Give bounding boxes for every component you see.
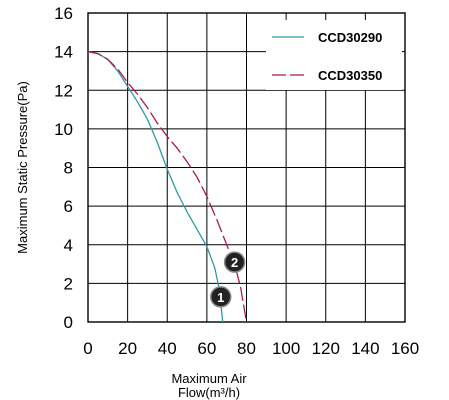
x-tick-labels: 0 20 40 60 80 100 120 140 160	[83, 339, 419, 358]
y-tick-label: 10	[54, 120, 73, 139]
y-tick-label: 16	[54, 4, 73, 23]
y-tick-label: 0	[64, 313, 73, 332]
y-axis-title: Maximum Static Pressure(Pa)	[15, 81, 30, 254]
legend-background	[266, 20, 402, 90]
series-line-ccd30290	[87, 50, 224, 323]
series-markers: 12	[209, 251, 246, 308]
y-tick-label: 4	[64, 236, 73, 255]
series-marker-circle	[209, 286, 232, 308]
y-tick-label: 14	[54, 43, 73, 62]
y-tick-label: 2	[64, 274, 73, 293]
x-tick-label: 80	[237, 339, 256, 358]
x-axis-title-line2: Flow(m³/h)	[178, 385, 240, 400]
x-axis-title-line1: Maximum Air	[171, 371, 247, 386]
y-tick-label: 8	[64, 159, 73, 178]
plot-frame	[87, 12, 406, 323]
x-tick-label: 60	[197, 339, 216, 358]
y-tick-label: 12	[54, 81, 73, 100]
series-marker-circle	[223, 251, 246, 273]
x-tick-label: 0	[83, 339, 92, 358]
legend-label: CCD30290	[318, 30, 382, 45]
legend: CCD30290 CCD30350	[266, 20, 402, 90]
series-marker-label: 2	[231, 255, 238, 270]
x-tick-label: 140	[351, 339, 379, 358]
x-tick-label: 20	[118, 339, 137, 358]
legend-label: CCD30350	[318, 68, 382, 83]
x-tick-label: 160	[391, 339, 419, 358]
x-tick-label: 40	[158, 339, 177, 358]
x-tick-label: 100	[272, 339, 300, 358]
series-marker-label: 1	[217, 290, 224, 305]
y-tick-label: 6	[64, 197, 73, 216]
x-tick-label: 120	[312, 339, 340, 358]
y-tick-labels: 0 2 4 6 8 10 12 14 16	[54, 4, 73, 332]
